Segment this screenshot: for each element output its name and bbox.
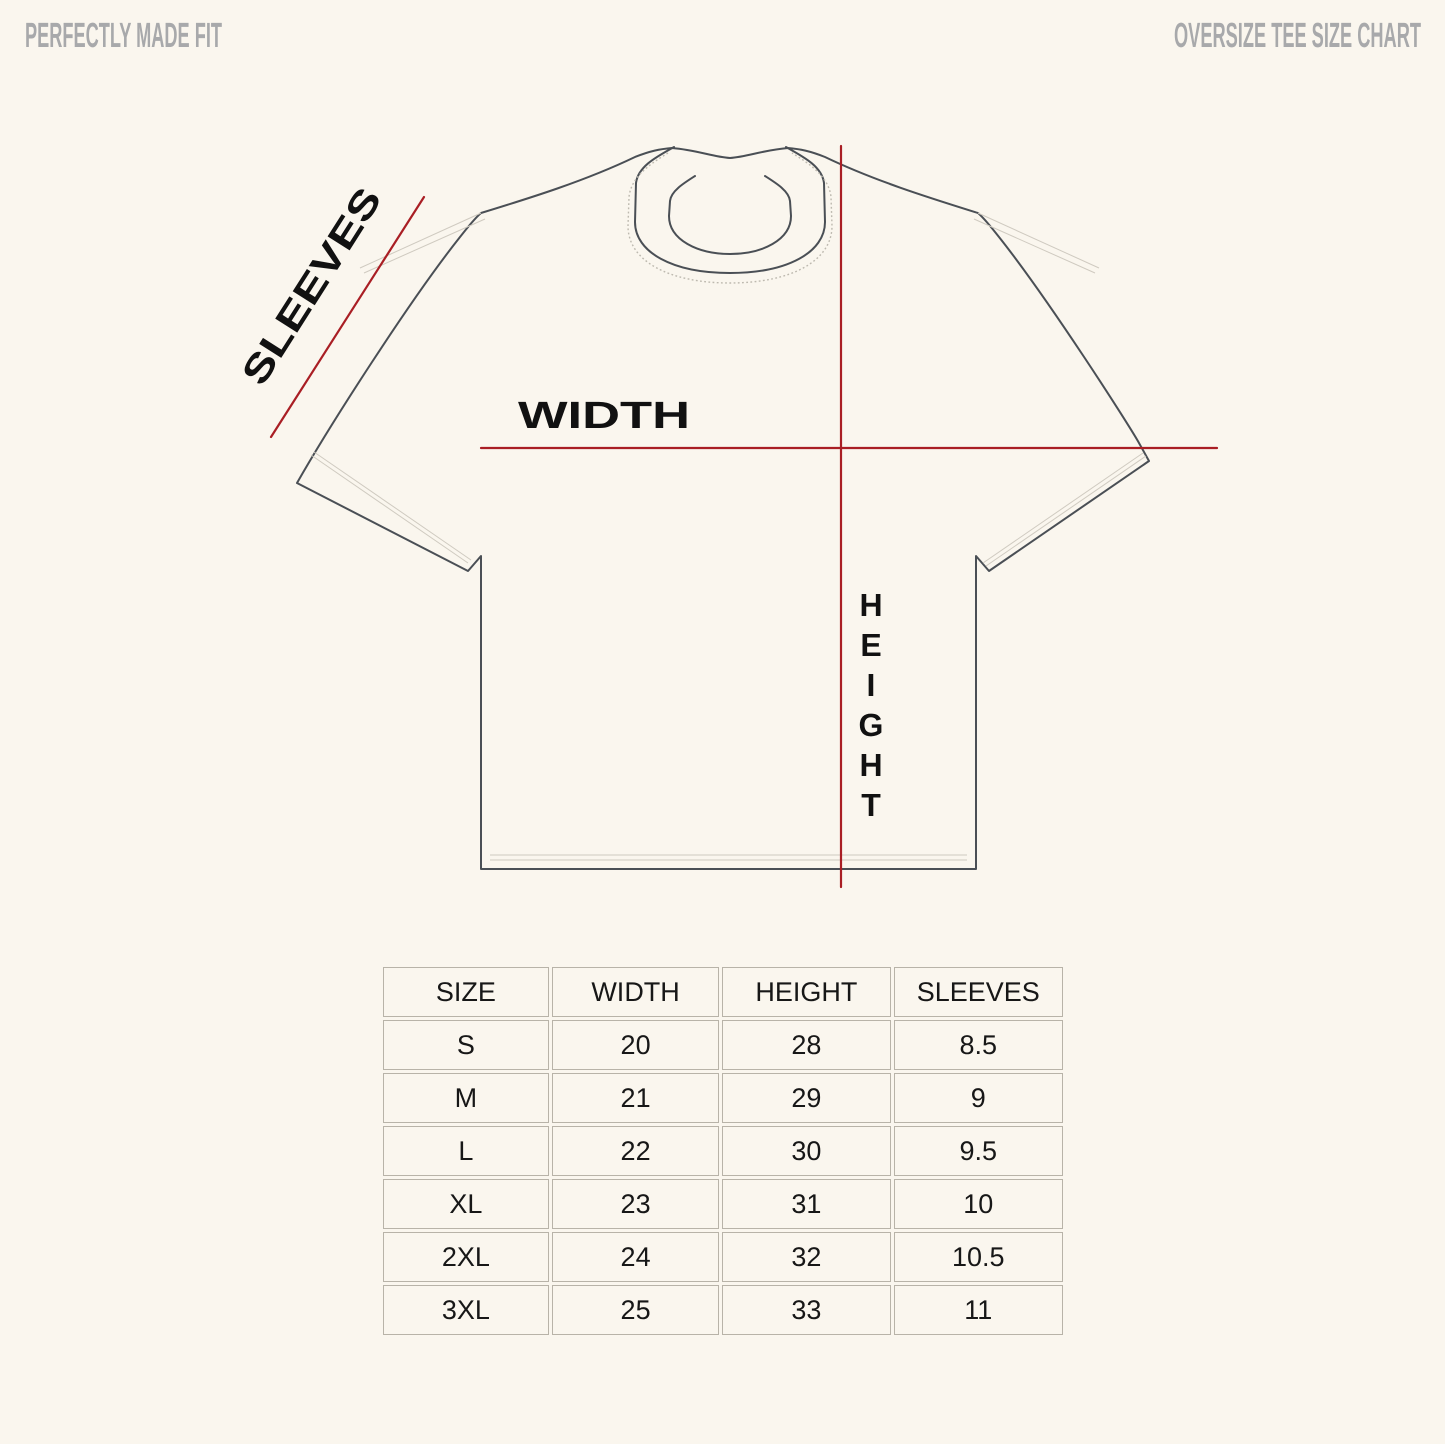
svg-text:OVERSIZE TEE SIZE CHART: OVERSIZE TEE SIZE CHART [1174, 16, 1421, 55]
svg-text:PERFECTLY MADE FIT: PERFECTLY MADE FIT [25, 16, 222, 55]
